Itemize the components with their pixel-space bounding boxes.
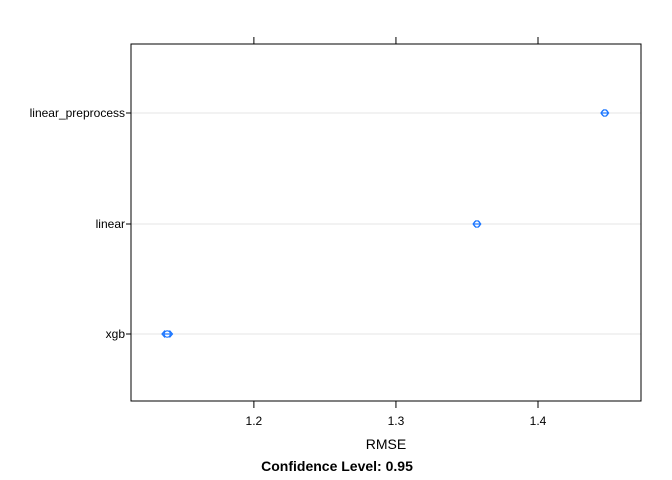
ci-lower-bracket-xgb <box>161 330 166 338</box>
row-label-linear: linear <box>96 217 125 231</box>
row-label-linear_preprocess: linear_preprocess <box>30 106 125 120</box>
ci-upper-bracket-xgb <box>169 330 174 338</box>
plot-frame <box>130 43 642 402</box>
x-tick-label-1.3: 1.3 <box>388 414 405 428</box>
point-xgb <box>163 330 172 338</box>
x-tick-label-1.4: 1.4 <box>530 414 547 428</box>
x-axis-label: RMSE <box>366 436 406 452</box>
point-linear_preprocess <box>600 109 609 117</box>
x-axis-ticks: 1.2 1.3 1.4 <box>126 37 547 428</box>
x-tick-label-1.2: 1.2 <box>246 414 263 428</box>
data-points <box>161 109 610 338</box>
gridlines <box>131 112 641 335</box>
point-linear <box>473 220 481 228</box>
row-label-xgb: xgb <box>106 327 126 341</box>
confidence-level-label: Confidence Level: 0.95 <box>261 458 413 474</box>
